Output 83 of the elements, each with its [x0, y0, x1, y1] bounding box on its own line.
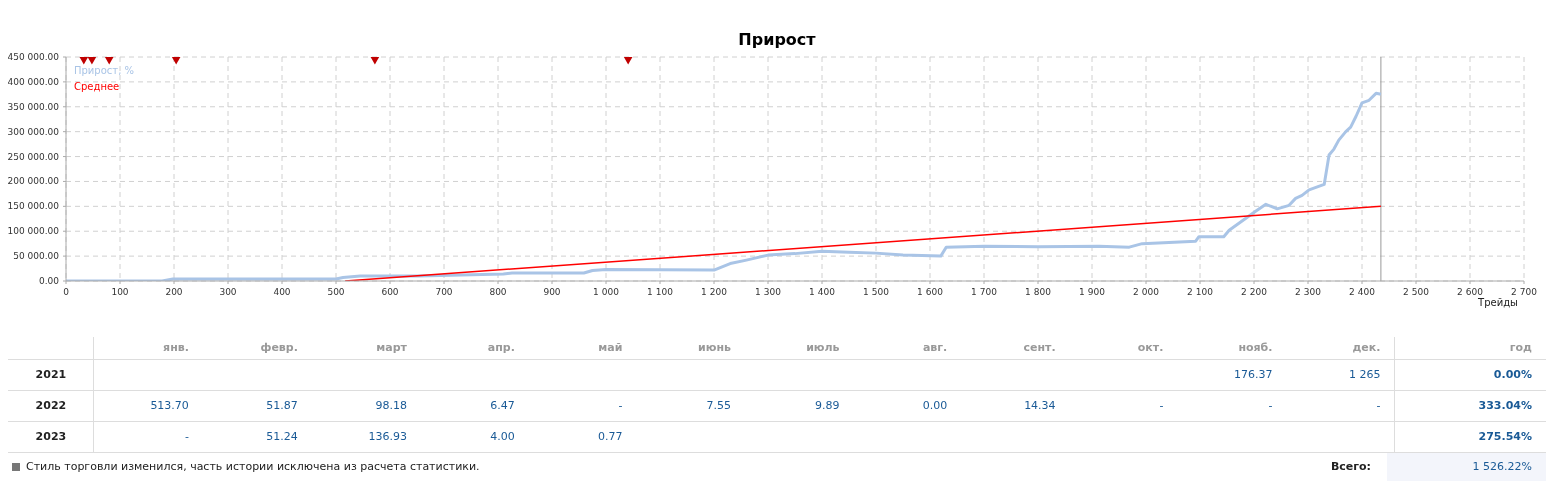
text: - — [617, 398, 624, 414]
text: Среднее — [74, 80, 121, 94]
text: 333.04% — [1394, 390, 1546, 421]
text: 9.89 — [814, 398, 841, 414]
x-tick-label: 100 — [111, 287, 129, 297]
text: дек. — [1351, 340, 1382, 357]
x-tick-label: 1 800 — [1025, 287, 1052, 297]
x-tick-label: 2 300 — [1295, 287, 1322, 297]
text: март — [375, 340, 408, 357]
text: 2023 — [34, 429, 68, 445]
x-tick-label: 2 000 — [1133, 287, 1160, 297]
text: Прирост, % — [74, 64, 135, 78]
x-tick-label: 300 — [219, 287, 237, 297]
x-tick-label: 1 500 — [863, 287, 890, 297]
x-tick-label: 800 — [489, 287, 507, 297]
text: 176.37 — [1232, 367, 1274, 383]
text: 0.00 — [921, 398, 949, 414]
text: - — [1158, 398, 1165, 414]
text: 6.47 — [489, 398, 516, 414]
text: 7.55 — [705, 398, 732, 414]
text: 0.00% — [1394, 359, 1546, 390]
text: 136.93 — [367, 429, 408, 445]
text: - — [1267, 398, 1274, 414]
x-tick-label: 1 400 — [809, 287, 836, 297]
y-tick-label: 0.00 — [38, 276, 60, 286]
text: 0.77 — [597, 429, 624, 445]
x-tick-label: 200 — [165, 287, 183, 297]
text: нояб. — [1237, 340, 1274, 357]
x-tick-label: 1 300 — [755, 287, 782, 297]
y-tick-label: 300 000.00 — [7, 126, 60, 137]
text: 275.54% — [1394, 421, 1546, 452]
x-tick-label: 400 — [273, 287, 291, 297]
x-tick-label: 700 — [435, 287, 453, 297]
y-tick-label: 50 000.00 — [13, 251, 60, 262]
text: Стиль торговли изменился, часть истории исключена из расчета статистики. — [26, 460, 480, 473]
x-tick-label: 1 700 — [971, 287, 998, 297]
x-tick-label: 1 000 — [593, 287, 620, 297]
text: 2021 — [34, 367, 68, 383]
y-tick-label: 200 000.00 — [7, 176, 60, 187]
x-tick-label: 2 600 — [1457, 287, 1484, 297]
y-tick-label: 350 000.00 — [7, 101, 60, 112]
text: 1 265 — [1347, 367, 1382, 383]
x-tick-label: 900 — [543, 287, 561, 297]
chart-title: Прирост — [737, 30, 817, 49]
x-tick-label: 1 200 — [701, 287, 728, 297]
x-tick-label: 2 100 — [1187, 287, 1214, 297]
x-tick-label: 2 700 — [1511, 287, 1538, 297]
text: февр. — [259, 340, 299, 357]
x-tick-label: 500 — [327, 287, 345, 297]
text: май — [597, 340, 624, 357]
x-tick-label: 1 900 — [1079, 287, 1106, 297]
text: янв. — [93, 337, 203, 359]
y-tick-label: 400 000.00 — [7, 76, 60, 87]
text: 51.24 — [265, 429, 299, 445]
x-axis-title: Трейды — [1478, 297, 1518, 308]
text: 14.34 — [1023, 398, 1057, 414]
x-tick-label: 2 200 — [1241, 287, 1268, 297]
text: 2022 — [34, 398, 68, 414]
text: - — [1375, 398, 1382, 414]
text: 513.70 — [93, 390, 203, 421]
text: 1 526.22% — [1387, 452, 1546, 481]
text: 4.00 — [489, 429, 516, 445]
text: - — [93, 421, 203, 452]
text: сент. — [1022, 340, 1057, 357]
text: 51.87 — [265, 398, 299, 414]
text: год — [1394, 337, 1546, 359]
y-tick-label: 150 000.00 — [7, 201, 60, 212]
y-tick-label: 100 000.00 — [7, 226, 60, 237]
text: авг. — [921, 340, 949, 357]
text: апр. — [486, 340, 516, 357]
text: Всего: — [1330, 460, 1371, 473]
y-tick-label: 450 000.00 — [7, 52, 60, 62]
x-tick-label: 1 100 — [647, 287, 674, 297]
x-tick-label: 1 600 — [917, 287, 944, 297]
text: 98.18 — [374, 398, 408, 414]
text: июнь — [697, 340, 732, 357]
x-tick-label: 600 — [381, 287, 399, 297]
text: окт. — [1136, 340, 1165, 357]
x-tick-label: 2 400 — [1349, 287, 1376, 297]
text: июль — [805, 340, 841, 357]
x-tick-label: 0 — [63, 287, 70, 297]
y-tick-label: 250 000.00 — [7, 151, 60, 162]
x-tick-label: 2 500 — [1403, 287, 1430, 297]
